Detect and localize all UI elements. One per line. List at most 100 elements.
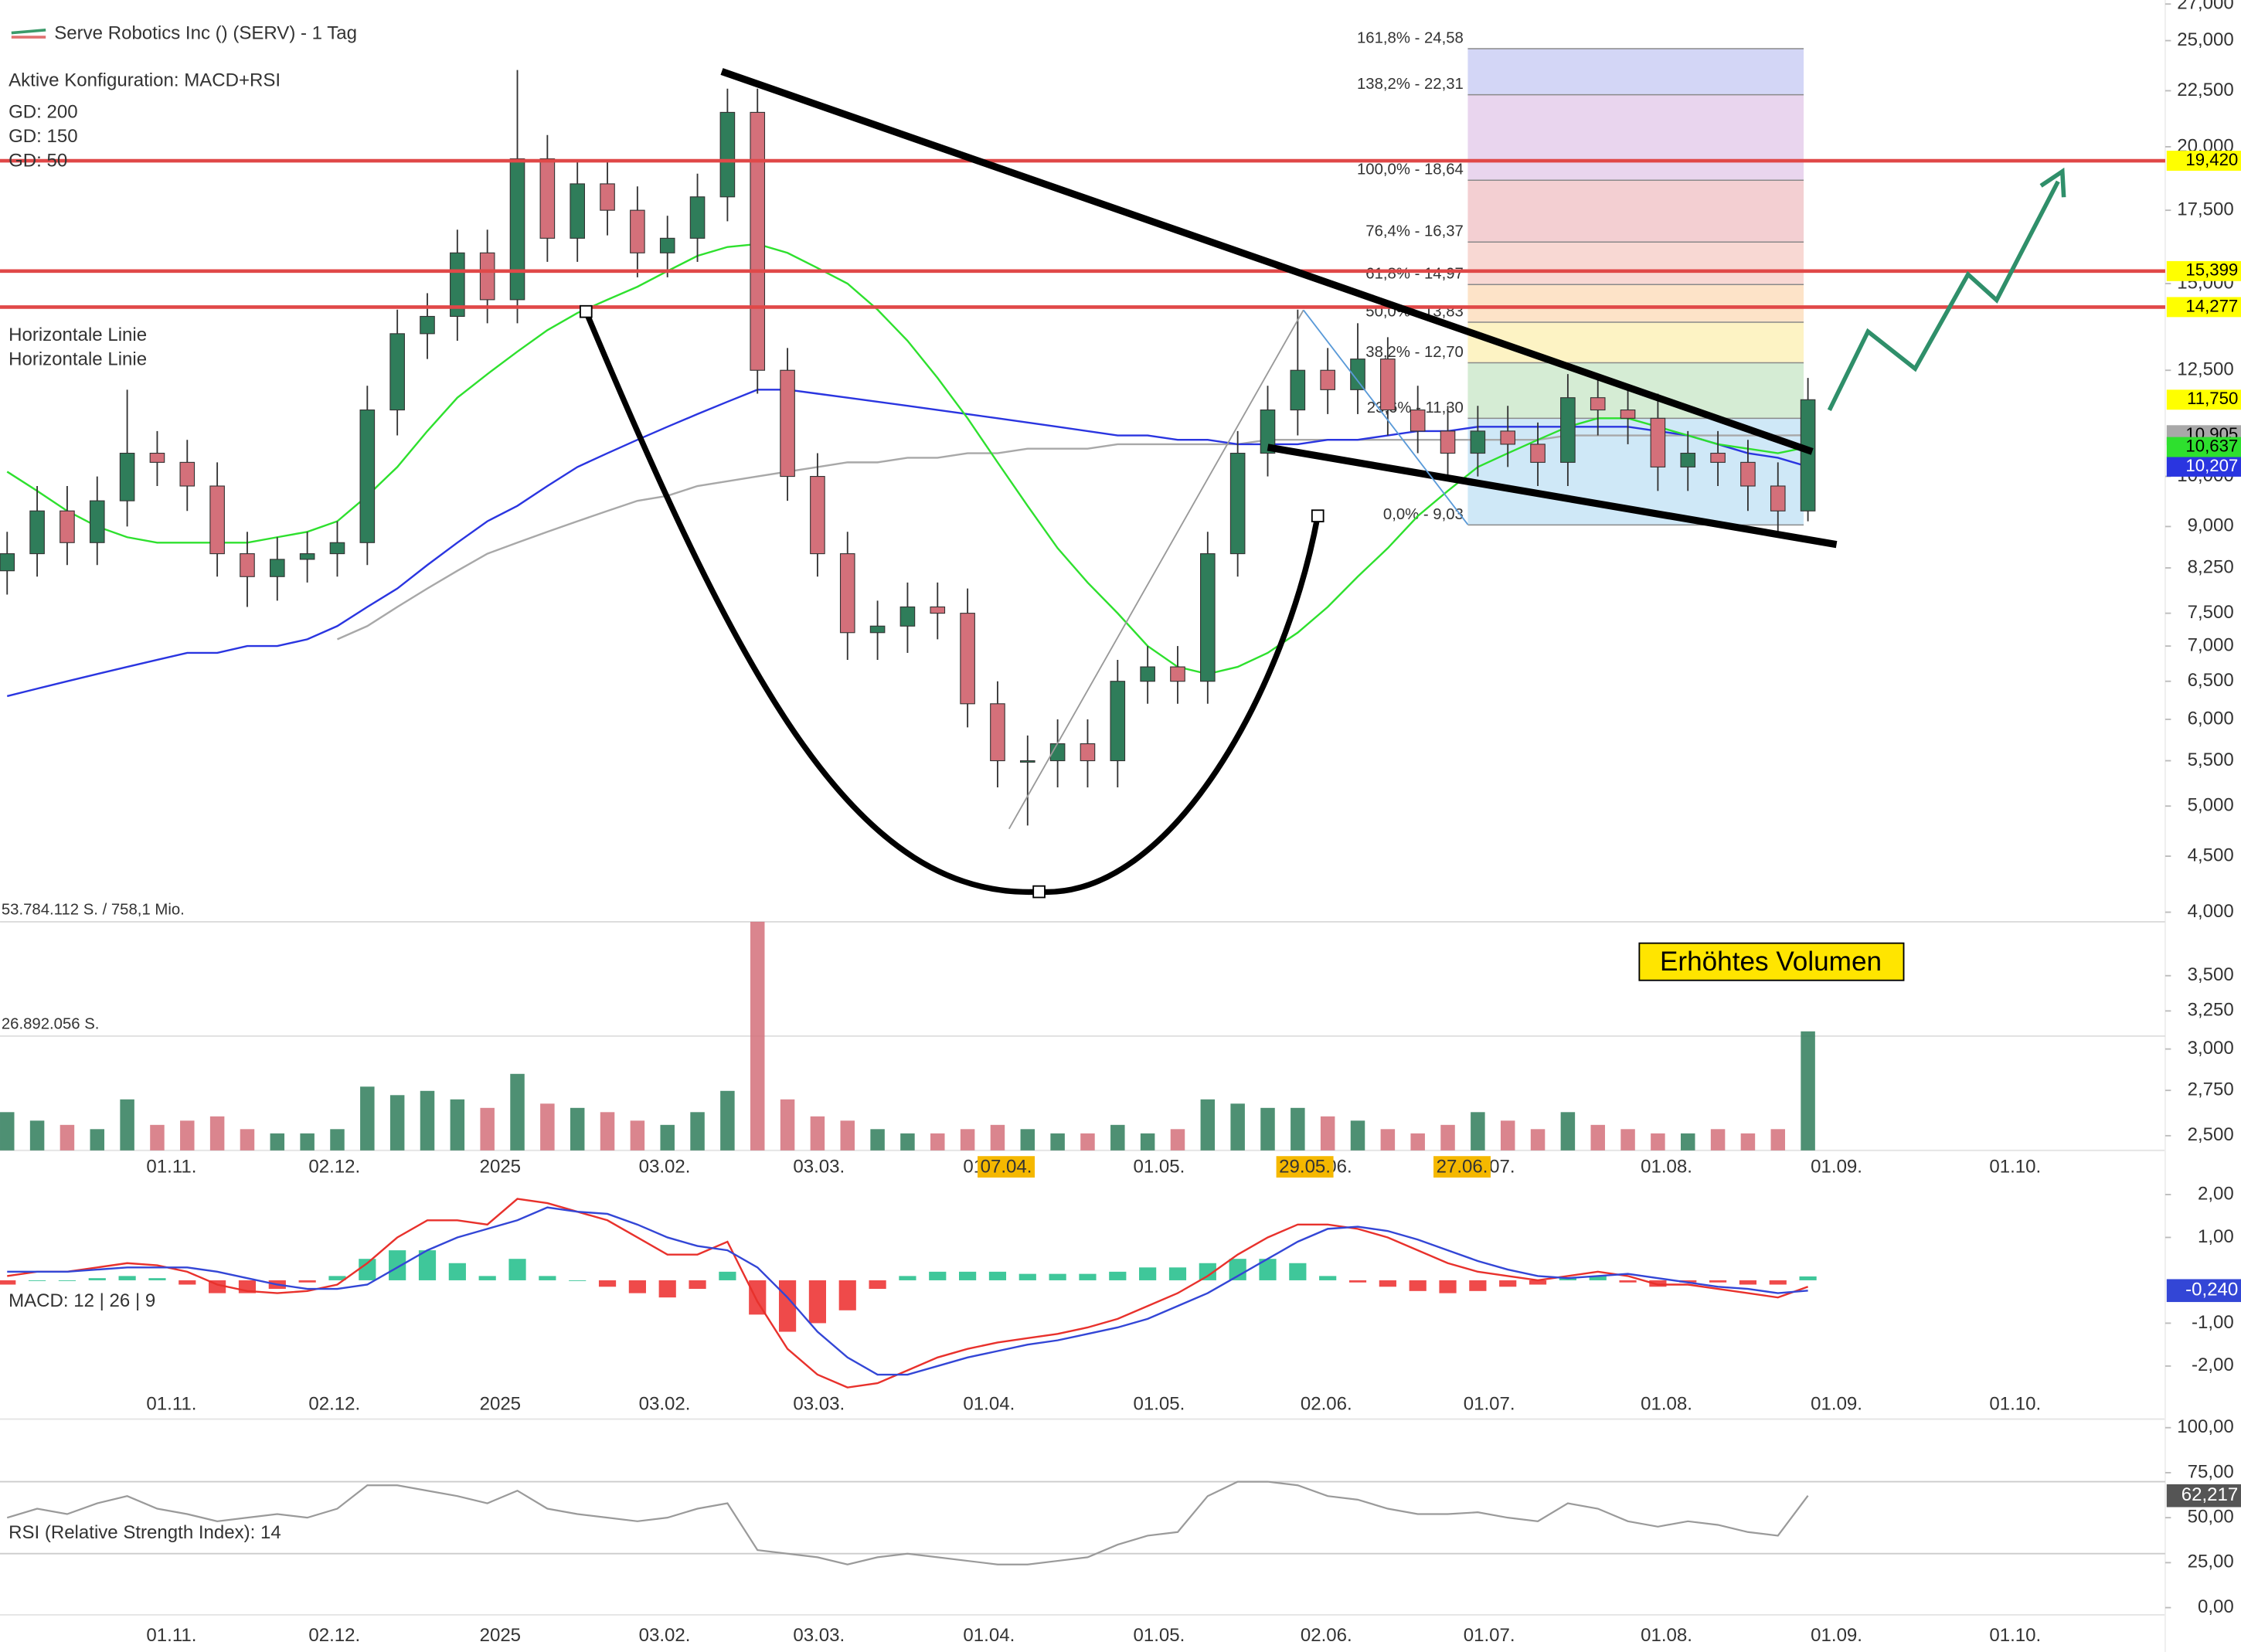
volume-bar <box>750 921 765 1151</box>
x-tick-label: 01.10. <box>1989 1156 2041 1177</box>
candle-body <box>659 237 675 253</box>
annotation-bg <box>1638 942 1905 981</box>
macd-histogram <box>1529 1280 1547 1285</box>
macd-histogram <box>1649 1280 1667 1287</box>
handle <box>1032 885 1046 899</box>
candle-body <box>839 553 855 634</box>
macd-histogram <box>298 1280 316 1283</box>
macd-line <box>7 1198 1809 1389</box>
candle-body <box>1019 760 1035 763</box>
candle-body <box>1320 369 1335 390</box>
volume-bar <box>1050 1133 1065 1151</box>
fib-band <box>1467 49 1804 95</box>
fib-label: 0,0% - 9,03 <box>1383 506 1464 523</box>
volume-bar <box>120 1099 134 1151</box>
x-tick-label: 01.07. <box>1464 1393 1515 1414</box>
volume-bar <box>1500 1120 1515 1151</box>
fib-band <box>1467 284 1804 322</box>
macd-histogram <box>1439 1280 1457 1293</box>
x-tick-label: 01.09. <box>1811 1393 1862 1414</box>
line-price-label-bg <box>2166 151 2241 171</box>
volume-bar <box>1801 1031 1815 1151</box>
candle-body <box>1680 452 1696 467</box>
x-tick-label: 01.09. <box>1811 1156 1862 1177</box>
candle-body <box>359 409 376 543</box>
rsi-line <box>6 1480 1809 1565</box>
macd-histogram <box>628 1280 646 1293</box>
volume-bar <box>360 1086 375 1151</box>
macd-histogram <box>389 1250 406 1280</box>
volume-bar <box>1410 1133 1425 1151</box>
volume-bar <box>960 1129 975 1151</box>
candle-body <box>29 510 45 555</box>
y-tick-label: 2,00 <box>2198 1183 2234 1204</box>
macd-histogram <box>778 1280 797 1332</box>
candle-body <box>1770 485 1786 512</box>
volume-bar <box>1560 1112 1576 1151</box>
volume-bar <box>1080 1133 1095 1151</box>
y-tick-label: 17,500 <box>2177 199 2234 219</box>
macd-histogram <box>899 1276 916 1280</box>
macd-histogram <box>1709 1280 1727 1283</box>
candle-body <box>1470 430 1486 454</box>
ma-value-label: 10,637 <box>2185 436 2238 455</box>
macd-histogram <box>539 1276 556 1280</box>
candle-body <box>89 500 105 543</box>
macd-histogram <box>448 1263 466 1280</box>
y-tick-label: 50,00 <box>2188 1506 2234 1527</box>
line-price-label: 14,277 <box>2185 296 2238 315</box>
volume-bar <box>840 1120 855 1151</box>
volume-bar <box>180 1120 195 1151</box>
candle-body <box>719 111 736 198</box>
volume-bar <box>60 1124 75 1151</box>
macd-histogram <box>1619 1280 1637 1283</box>
macd-histogram <box>988 1271 1007 1280</box>
volume-bar <box>870 1129 885 1151</box>
x-tick-label: 01.04. <box>963 1393 1015 1414</box>
macd-histogram <box>1259 1259 1277 1280</box>
macd-histogram <box>1469 1280 1487 1291</box>
drawings: Serve Robotics Inc () (SERV) - 1 Tag Akt… <box>9 23 2066 899</box>
x-tick-label: 01.07. <box>1464 1625 1515 1646</box>
candle-body <box>869 625 886 634</box>
volume-bar <box>1651 1133 1665 1151</box>
y-tick-label: 100,00 <box>2177 1416 2234 1437</box>
y-tick-label: 9,000 <box>2188 515 2234 536</box>
macd-histogram <box>148 1278 166 1280</box>
candle-body <box>209 485 225 555</box>
y-tick-label: 4,500 <box>2188 845 2234 865</box>
x-tick-label: 01.04. <box>963 1625 1015 1646</box>
macd-histogram <box>1559 1278 1576 1280</box>
volume-bar <box>780 1099 795 1151</box>
handle <box>1311 509 1325 522</box>
y-tick-label: 3,250 <box>2188 1000 2234 1021</box>
x-tick-label: 01.08. <box>1641 1156 1692 1177</box>
trend-line <box>1267 444 1838 549</box>
x-tick-label: 02.06. <box>1301 1625 1352 1646</box>
x-tick-label: 01.11. <box>146 1156 196 1177</box>
candle-body <box>570 183 585 239</box>
title-icon <box>11 28 46 35</box>
candle-body <box>299 553 315 560</box>
macd-histogram <box>0 1280 16 1285</box>
candle-body <box>1800 399 1816 512</box>
x-tick-label: 01.05. <box>1134 1156 1185 1177</box>
line-label: Horizontale Linie <box>9 348 147 369</box>
fib-band <box>1467 94 1804 181</box>
candle-body <box>960 613 975 705</box>
y-tick-label: -2,00 <box>2192 1355 2234 1375</box>
volume-bar <box>1471 1112 1485 1151</box>
volume-bar <box>810 1116 825 1151</box>
volume-bar <box>900 1133 915 1151</box>
line-price-label: 15,399 <box>2185 260 2238 280</box>
candle-body <box>1290 369 1306 411</box>
volume-bar <box>570 1107 585 1151</box>
y-tick-label: 25,00 <box>2188 1552 2234 1572</box>
date-highlight: 07.04. <box>981 1156 1032 1177</box>
candle-body <box>1200 553 1216 682</box>
candle-body <box>1650 417 1666 467</box>
volume-bar <box>630 1120 645 1151</box>
y-tick-label: 7,500 <box>2188 602 2234 623</box>
